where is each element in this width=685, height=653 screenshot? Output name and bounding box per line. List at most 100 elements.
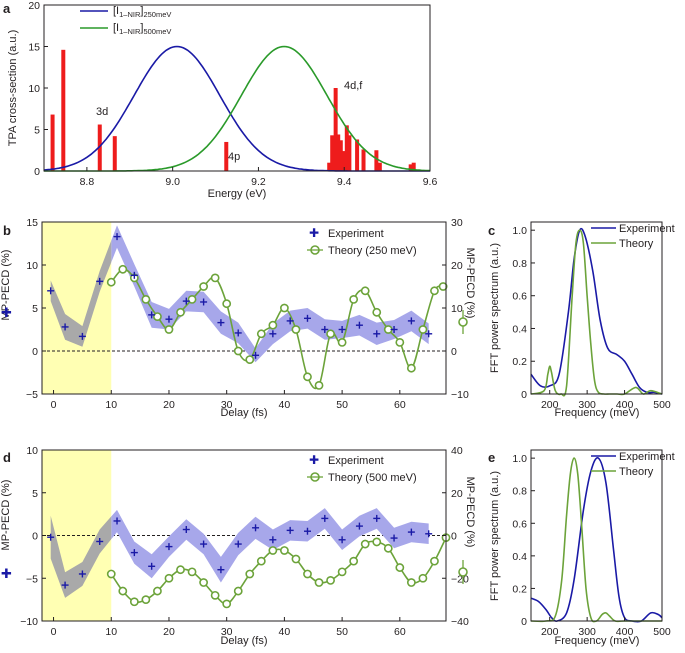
panel-c-letter: c bbox=[488, 223, 495, 238]
panel-c-y-label: FFT power spectrum (a.u.) bbox=[489, 243, 501, 373]
panel-d-x-tick-label: 50 bbox=[336, 626, 348, 638]
theory-point bbox=[245, 355, 255, 364]
panel-d-y-tick-label: 0 bbox=[32, 531, 38, 543]
panel-b-y-tick-label: −5 bbox=[26, 389, 38, 401]
panel-a-y-label: TPA cross-section (a.u.) bbox=[7, 30, 19, 147]
panel-e-frame bbox=[530, 449, 663, 622]
panel-b-y-tick-label: 0 bbox=[32, 346, 38, 358]
panel-d-right-y-tick-label: −40 bbox=[451, 616, 469, 628]
panel-e-x-ticks: 200 300 400 500 bbox=[541, 617, 671, 638]
theory-point bbox=[268, 546, 278, 555]
panel-b-right-y-ticks: −10 0 10 20 30 bbox=[442, 217, 469, 401]
panel-d-x-tick-label: 10 bbox=[105, 626, 117, 638]
tpa-bar bbox=[408, 164, 413, 171]
panel-b-x-tick-label: 40 bbox=[279, 399, 291, 411]
panel-d-right-y-tick-label: 40 bbox=[451, 445, 463, 457]
theory-point bbox=[176, 307, 185, 317]
theory-point bbox=[372, 537, 382, 547]
panel-a-x-tick-label: 8.8 bbox=[80, 176, 95, 188]
panel-b-plot bbox=[47, 225, 448, 390]
panel-b-right-y-tick-label: −10 bbox=[451, 389, 469, 401]
panel-d-legend-experiment-marker: ✚ bbox=[309, 453, 319, 467]
theory-point bbox=[141, 595, 151, 605]
theory-point bbox=[337, 337, 347, 347]
panel-c-legend-experiment: Experiment bbox=[619, 223, 675, 235]
panel-b-y-tick-label: 15 bbox=[26, 217, 38, 229]
panel-a-y-tick-label: 0 bbox=[34, 166, 40, 178]
panel-b-highlight-region bbox=[42, 222, 112, 394]
panel-a-y-tick-label: 5 bbox=[34, 125, 40, 137]
panel-b-x-ticks: 0 10 20 30 40 50 60 bbox=[51, 390, 406, 411]
tpa-bar bbox=[97, 124, 102, 171]
theory-point bbox=[222, 299, 232, 309]
panel-b-letter: b bbox=[3, 223, 11, 238]
theory-point bbox=[406, 363, 416, 373]
theory-point bbox=[187, 567, 197, 577]
panel-d-right-y-tick-label: 0 bbox=[451, 531, 457, 543]
panel-a-x-ticks: 8.8 9.0 9.2 9.4 9.6 bbox=[80, 167, 438, 188]
tpa-bar bbox=[50, 114, 55, 171]
theory-point bbox=[233, 586, 243, 596]
panel-d-y-label: MP-PECD (%) bbox=[0, 480, 12, 551]
panel-b-legend-experiment-marker: ✚ bbox=[309, 226, 319, 240]
theory-point bbox=[129, 597, 139, 607]
panel-e-y-ticks: 0 0.2 0.4 0.6 0.8 1.0 bbox=[512, 453, 535, 628]
tpa-bar bbox=[355, 139, 360, 171]
panel-d-plot bbox=[47, 508, 451, 609]
panel-d-y-tick-label: −5 bbox=[26, 573, 38, 585]
experiment-error-band-highlighted bbox=[50, 515, 112, 598]
panel-d-y-label-marker: ✚ bbox=[1, 566, 12, 581]
theory-point bbox=[303, 569, 312, 579]
theory-point bbox=[164, 573, 174, 583]
panel-d-letter: d bbox=[3, 450, 11, 465]
tpa-bar bbox=[61, 49, 66, 171]
panel-a-y-tick-label: 15 bbox=[28, 42, 40, 54]
theory-point bbox=[372, 307, 382, 317]
theory-point bbox=[360, 286, 370, 296]
panel-b-y-tick-label: 10 bbox=[26, 260, 38, 272]
panel-a-bars bbox=[50, 49, 416, 171]
panel-d-x-tick-label: 60 bbox=[394, 626, 406, 638]
panel-e-plot bbox=[530, 456, 663, 623]
panel-e: e 200 300 400 500 0 0.2 0.4 0.6 0.8 1.0 Frequenc… bbox=[488, 449, 675, 647]
panel-c-legend-theory: Theory bbox=[619, 238, 654, 250]
panel-e-x-tick-label: 300 bbox=[578, 626, 596, 638]
panel-c-x-tick-label: 400 bbox=[616, 399, 634, 411]
tpa-bar bbox=[347, 135, 352, 171]
legend-500mev-label: [I1–NIR]500meV bbox=[113, 22, 171, 36]
tpa-bar bbox=[333, 88, 338, 171]
tpa-bar bbox=[341, 151, 346, 171]
panel-d-y-tick-label: −10 bbox=[20, 616, 38, 628]
fft-experiment-line bbox=[530, 227, 663, 395]
tpa-bar bbox=[327, 162, 332, 171]
theory-point bbox=[360, 539, 370, 549]
theory-point bbox=[233, 346, 243, 356]
panel-c: c 200 300 400 500 0 0.2 0.4 0.6 0.8 1.0 Frequenc… bbox=[488, 221, 675, 419]
experiment-error-band bbox=[111, 225, 429, 363]
panel-c-x-label: Frequency (meV) bbox=[555, 407, 640, 419]
panel-e-letter: e bbox=[488, 450, 495, 465]
panel-e-y-tick-label: 0.6 bbox=[512, 518, 527, 530]
panel-a-x-tick-label: 9.4 bbox=[337, 176, 352, 188]
theory-point bbox=[245, 569, 255, 579]
panel-c-y-tick-label: 0.6 bbox=[512, 291, 527, 303]
panel-c-y-tick-label: 0 bbox=[521, 389, 527, 401]
theory-point bbox=[326, 575, 335, 585]
theory-point bbox=[256, 556, 266, 566]
theory-point bbox=[141, 294, 151, 304]
theory-point bbox=[153, 312, 162, 321]
theory-point bbox=[199, 578, 208, 587]
panel-c-frame bbox=[530, 221, 663, 395]
annotation-4df: 4d,f bbox=[344, 80, 363, 92]
panel-b-x-tick-label: 30 bbox=[221, 399, 233, 411]
panel-b-right-y-tick-label: 0 bbox=[451, 346, 457, 358]
panel-d-right-y-label: MP-PECD (%) bbox=[464, 477, 476, 548]
theory-point bbox=[291, 325, 301, 334]
panel-e-x-tick-label: 500 bbox=[653, 626, 671, 638]
panel-b-y-tick-label: 5 bbox=[32, 303, 38, 315]
panel-b-right-label-marker bbox=[458, 317, 468, 327]
panel-a-x-tick-label: 9.6 bbox=[423, 176, 438, 188]
panel-d-legend-experiment: Experiment bbox=[328, 455, 384, 467]
